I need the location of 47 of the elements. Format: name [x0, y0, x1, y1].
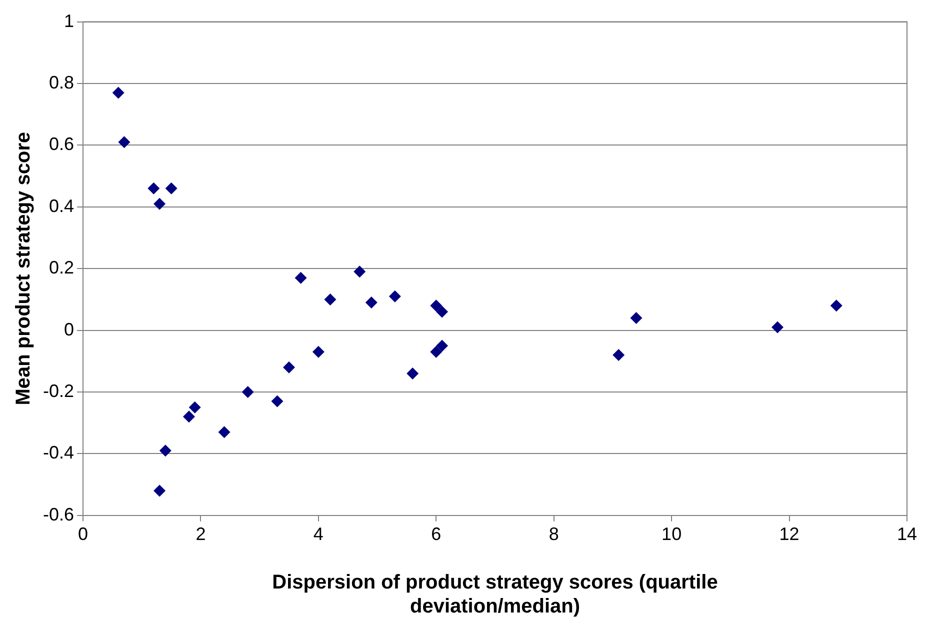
y-tick-label: -0.6	[42, 504, 74, 524]
point	[154, 484, 166, 497]
point	[430, 300, 442, 312]
point	[436, 340, 448, 352]
y-tick-label: 0	[64, 319, 74, 340]
y-tick-label: 0.2	[48, 258, 74, 278]
point	[612, 348, 625, 361]
point	[283, 361, 296, 374]
y-tick-label: 0.6	[48, 134, 74, 154]
point	[430, 346, 442, 358]
y-tick-label: 1	[64, 10, 74, 31]
point	[182, 410, 195, 423]
point	[365, 296, 378, 309]
point	[188, 401, 201, 414]
point	[271, 395, 284, 408]
point	[118, 136, 130, 148]
point	[148, 182, 160, 194]
point	[436, 306, 448, 318]
point	[772, 321, 784, 334]
point	[154, 198, 166, 210]
point	[242, 386, 254, 398]
point	[112, 86, 124, 99]
x-tick-label: 4	[313, 524, 324, 544]
x-tick-label: 10	[662, 524, 682, 544]
point	[312, 346, 324, 358]
y-tick-label: 0.4	[48, 196, 74, 216]
x-tick-label: 6	[431, 524, 442, 544]
x-tick-label: 14	[896, 524, 918, 544]
point	[354, 266, 366, 278]
x-axis-title: Dispersion of product strategy scores (quartile deviation/median)	[272, 572, 718, 618]
point	[165, 182, 178, 194]
x-tick-label: 8	[548, 524, 559, 544]
point	[406, 367, 419, 380]
x-tick-label: 12	[779, 524, 800, 544]
point	[159, 444, 172, 457]
point	[218, 426, 230, 438]
y-tick-label: 0.8	[48, 72, 74, 92]
point	[830, 300, 842, 312]
y-tick-label: -0.2	[42, 380, 74, 401]
point	[324, 293, 336, 306]
y-tick-label: -0.4	[42, 442, 74, 463]
point	[630, 312, 642, 324]
x-tick-label: 2	[196, 524, 206, 544]
y-axis-title: Mean product strategy score	[12, 132, 35, 406]
point	[388, 290, 401, 302]
x-tick-label: 0	[78, 524, 88, 544]
point	[294, 272, 307, 284]
